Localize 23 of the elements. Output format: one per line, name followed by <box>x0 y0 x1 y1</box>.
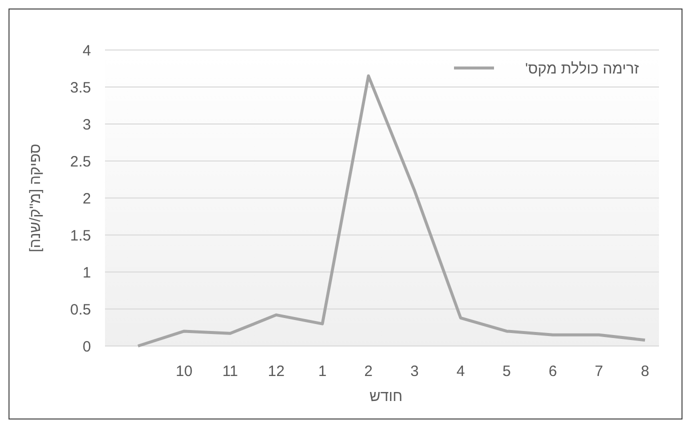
x-tick-label: 10 <box>176 363 192 380</box>
x-tick-label: 3 <box>410 363 419 380</box>
x-tick-label: 11 <box>222 363 238 380</box>
y-tick-label: 3 <box>82 116 91 134</box>
x-tick-label: 6 <box>548 363 557 380</box>
y-tick-label: 0.5 <box>70 301 91 318</box>
x-tick-label: 2 <box>364 363 373 380</box>
x-tick-label: 5 <box>502 363 511 380</box>
x-axis-title: חודש <box>369 388 403 405</box>
y-axis-title: ספיקה [מ"ק/שנה] <box>27 144 44 252</box>
legend-label: זרימה כוללת מקס' <box>525 60 640 78</box>
y-tick-label: 1 <box>82 264 91 282</box>
x-tick-label: 4 <box>456 363 465 380</box>
y-tick-label: 2.5 <box>70 153 91 170</box>
x-tick-label: 8 <box>640 363 650 380</box>
x-tick-label: 1 <box>318 363 327 380</box>
y-tick-label: 0 <box>82 338 91 356</box>
x-tick-label: 12 <box>268 363 285 380</box>
y-tick-label: 4 <box>82 42 91 60</box>
y-tick-label: 2 <box>82 190 91 208</box>
y-tick-label: 3.5 <box>70 79 91 96</box>
x-tick-label: 7 <box>594 363 604 380</box>
y-tick-label: 1.5 <box>70 227 91 244</box>
